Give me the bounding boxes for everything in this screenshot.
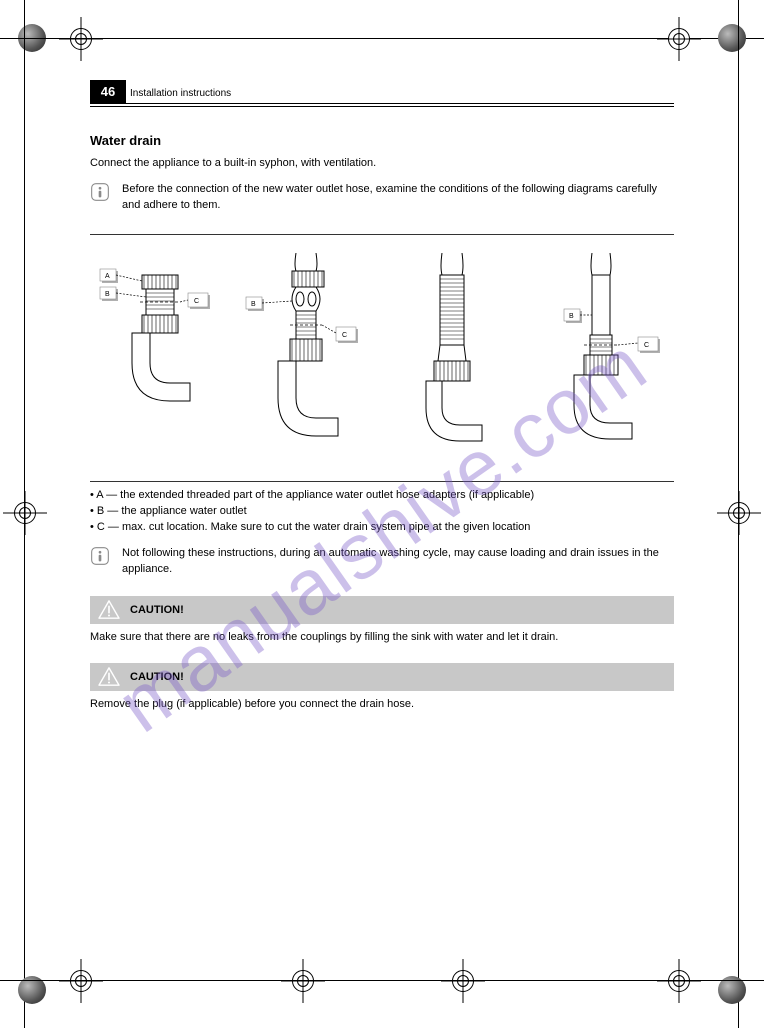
page-header: 46 Installation instructions: [90, 80, 674, 104]
caution-title-2: CAUTION!: [130, 671, 184, 683]
diagram-label-c: C: [342, 332, 347, 339]
diagram-label-b: B: [251, 301, 256, 308]
page-number: 46: [90, 80, 126, 103]
registration-sphere: [718, 24, 746, 52]
crop-mark: [668, 28, 690, 50]
crop-mark: [14, 502, 36, 524]
info-note-text: Before the connection of the new water o…: [122, 182, 674, 214]
crop-mark: [70, 970, 92, 992]
header-sub-rule: [90, 106, 674, 107]
diagram-caption-c: • C — max. cut location. Make sure to cu…: [90, 521, 530, 533]
caution-icon: [98, 667, 120, 687]
diagram-label-c: C: [194, 298, 199, 305]
caution-icon: [98, 600, 120, 620]
crop-mark: [292, 970, 314, 992]
diagram-label-c: C: [644, 342, 649, 349]
crop-mark: [452, 970, 474, 992]
drain-diagram-1: A B C: [90, 253, 230, 463]
section-title: Water drain: [90, 133, 674, 148]
diagram-label-b: B: [569, 313, 574, 320]
header-category: Installation instructions: [130, 88, 231, 103]
caution-block-1: CAUTION!: [90, 596, 674, 624]
diagram-caption-b: • B — the appliance water outlet: [90, 505, 247, 517]
crop-mark: [668, 970, 690, 992]
info-icon: [90, 182, 110, 202]
drain-diagram-2: B C: [238, 253, 378, 463]
crop-mark: [728, 502, 750, 524]
caution-body-1: Make sure that there are no leaks from t…: [90, 630, 674, 646]
info-note-after-text: Not following these instructions, during…: [122, 546, 674, 578]
caution-body-2: Remove the plug (if applicable) before y…: [90, 697, 674, 713]
diagram-caption-a: • A — the extended threaded part of the …: [90, 489, 534, 501]
diagram-band: A B C: [90, 234, 674, 482]
caution-title-1: CAUTION!: [130, 604, 184, 616]
info-icon: [90, 546, 110, 566]
intro-text: Connect the appliance to a built-in syph…: [90, 156, 674, 172]
page-body: 46 Installation instructions Water drain…: [90, 80, 674, 713]
crop-rule: [738, 0, 739, 1028]
drain-diagram-3: [386, 253, 526, 463]
crop-mark: [70, 28, 92, 50]
drain-diagram-4: B C: [534, 253, 674, 463]
info-note-after: Not following these instructions, during…: [90, 546, 674, 578]
diagram-caption: • A — the extended threaded part of the …: [90, 488, 674, 536]
info-note: Before the connection of the new water o…: [90, 182, 674, 214]
caution-block-2: CAUTION!: [90, 663, 674, 691]
crop-rule: [0, 980, 764, 981]
diagram-label-a: A: [105, 273, 110, 280]
crop-rule: [0, 38, 764, 39]
diagram-label-b: B: [105, 291, 110, 298]
crop-rule: [24, 0, 25, 1028]
